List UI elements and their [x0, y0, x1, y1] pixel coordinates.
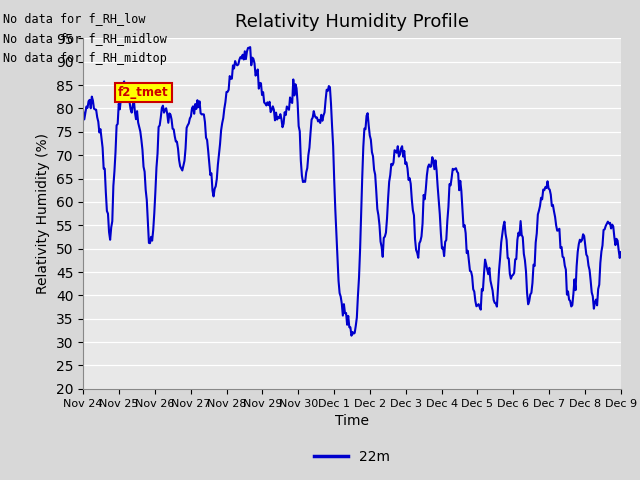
Text: No data for f_RH_low: No data for f_RH_low [3, 12, 146, 25]
Y-axis label: Relativity Humidity (%): Relativity Humidity (%) [36, 133, 51, 294]
Text: No data for f_RH_midtop: No data for f_RH_midtop [3, 52, 167, 65]
Title: Relativity Humidity Profile: Relativity Humidity Profile [235, 13, 469, 31]
Text: f2_tmet: f2_tmet [118, 86, 169, 99]
X-axis label: Time: Time [335, 414, 369, 428]
Legend: 22m: 22m [308, 444, 396, 469]
Text: No data for f_RH_midlow: No data for f_RH_midlow [3, 32, 167, 45]
